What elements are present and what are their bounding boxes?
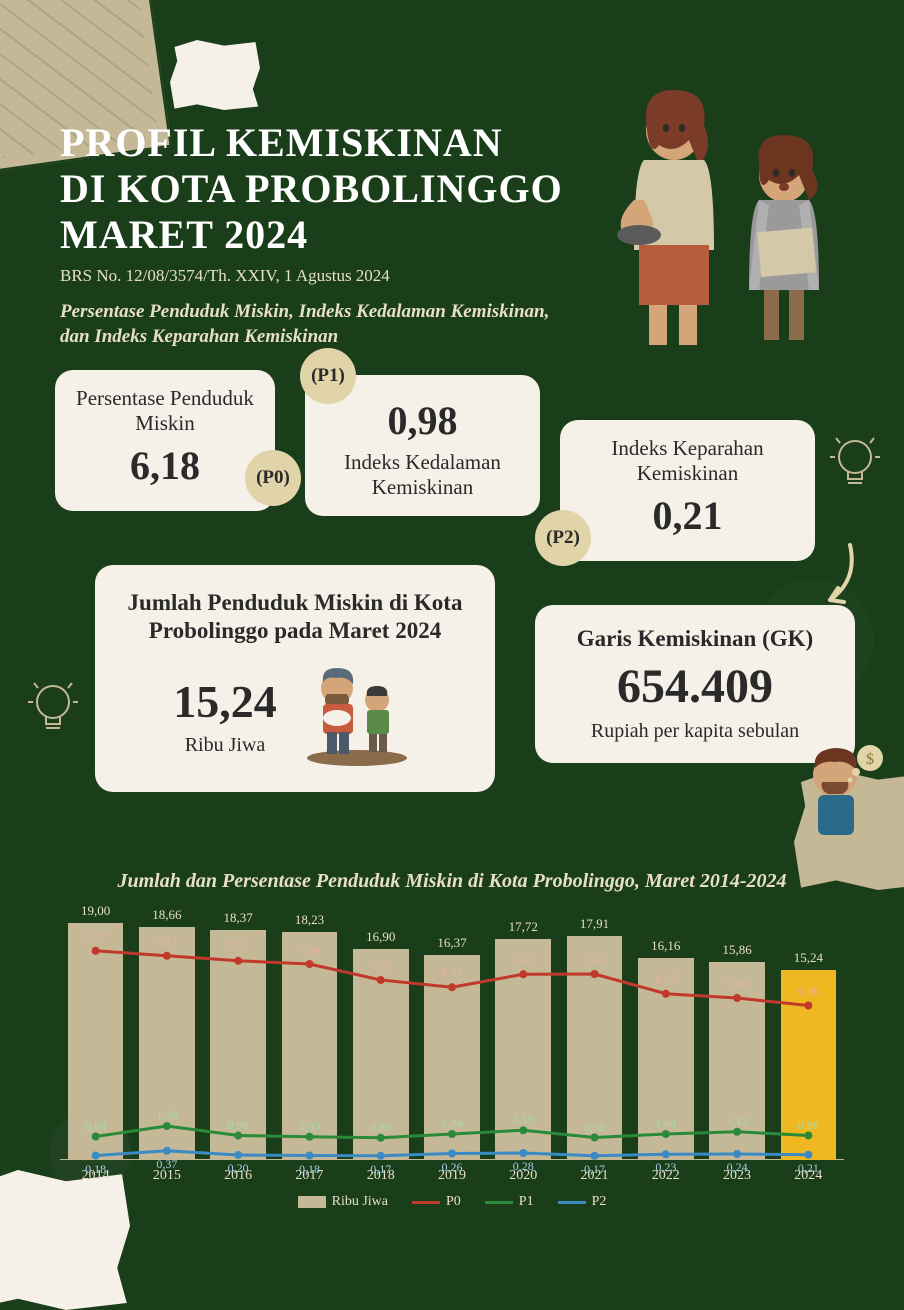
badge-p1: (P1): [300, 348, 356, 404]
card-gk: Garis Kemiskinan (GK) 654.409 Rupiah per…: [535, 605, 855, 763]
lightbulb-icon: [28, 680, 78, 740]
subtitle: BRS No. 12/08/3574/Th. XXIV, 1 Agustus 2…: [60, 266, 580, 286]
card-jumlah-value: 15,24: [173, 675, 277, 728]
chart-title: Jumlah dan Persentase Penduduk Miskin di…: [0, 870, 904, 893]
thinking-man-illustration: $: [790, 740, 890, 850]
card-jumlah-label: Jumlah Penduduk Miskin di Kota Proboling…: [119, 589, 471, 644]
chart-legend: Ribu Jiwa P0 P1 P2: [60, 1194, 844, 1210]
lightbulb-icon: [830, 435, 880, 495]
card-p2-label: Indeks Keparahan Kemiskinan: [580, 436, 795, 486]
card-p2-value: 0,21: [580, 492, 795, 539]
card-jumlah: Jumlah Penduduk Miskin di Kota Proboling…: [95, 565, 495, 792]
card-gk-label: Garis Kemiskinan (GK): [555, 625, 835, 653]
legend-p1: P1: [519, 1194, 534, 1210]
badge-p0: (P0): [245, 450, 301, 506]
card-p0-value: 6,18: [75, 442, 255, 489]
page-title: PROFIL KEMISKINAN DI KOTA PROBOLINGGO MA…: [60, 120, 580, 258]
card-p2: Indeks Keparahan Kemiskinan 0,21: [560, 420, 815, 561]
description: Persentase Penduduk Miskin, Indeks Kedal…: [60, 300, 580, 349]
family-illustration: [297, 658, 417, 768]
badge-p2: (P2): [535, 510, 591, 566]
legend-bar: Ribu Jiwa: [332, 1194, 388, 1210]
card-p0: Persentase Penduduk Miskin 6,18: [55, 370, 275, 511]
legend-p0: P0: [446, 1194, 461, 1210]
card-gk-value: 654.409: [555, 659, 835, 714]
card-p1-label: Indeks Kedalaman Kemiskinan: [325, 450, 520, 500]
paper-scrap-decoration: [170, 40, 260, 110]
legend-p2: P2: [592, 1194, 607, 1210]
card-jumlah-unit: Ribu Jiwa: [173, 734, 277, 757]
svg-text:$: $: [866, 751, 874, 768]
people-illustration: [564, 70, 864, 370]
combo-chart: 19,0018,6618,3718,2316,9016,3717,7217,91…: [60, 910, 844, 1220]
card-p0-label: Persentase Penduduk Miskin: [75, 386, 255, 436]
header-block: PROFIL KEMISKINAN DI KOTA PROBOLINGGO MA…: [60, 120, 580, 349]
card-p1-value: 0,98: [325, 397, 520, 444]
